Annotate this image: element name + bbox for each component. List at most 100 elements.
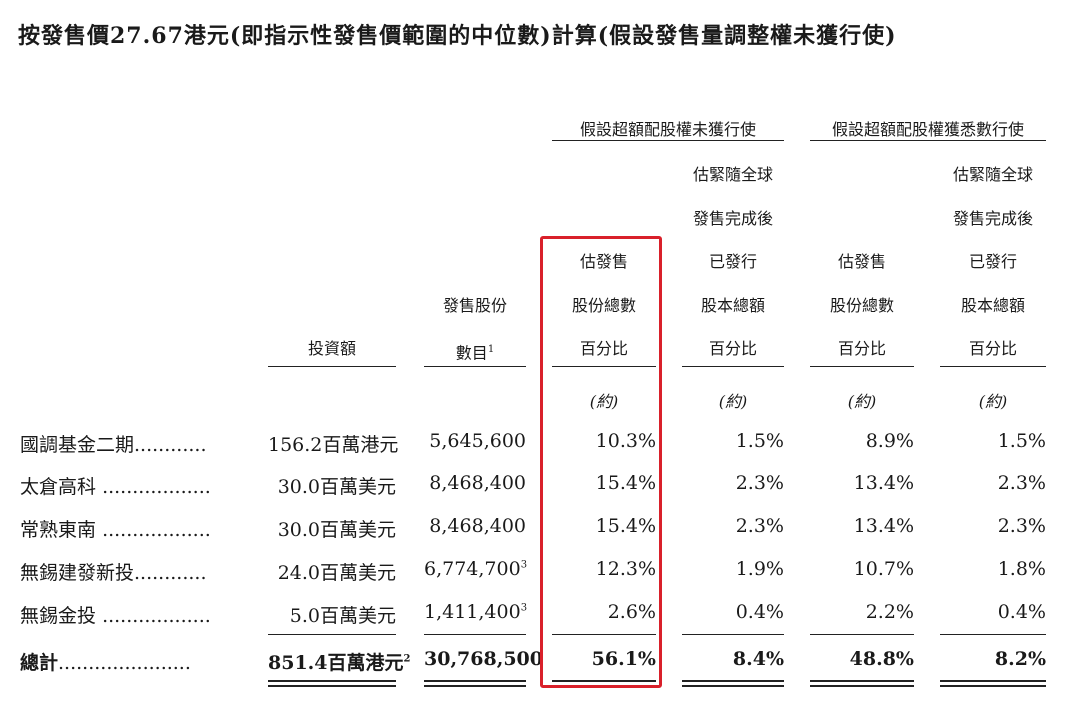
shares-cell: 5,645,600 [424,430,526,452]
col-header-shares-line: 數目1 [424,328,526,375]
shares-cell: 8,468,400 [424,515,526,537]
pct-offer-b-cell: 48.8% [849,648,914,670]
investment-cell: 851.4百萬港元2 [268,648,410,675]
col-header-pct-offer-b: 估發售 股份總數 百分比 [810,240,914,371]
pct-offer-a-cell: 15.4% [595,472,656,494]
total-double-rule [940,685,1046,687]
investment-value: 30.0百萬美元 [277,519,396,541]
leader-dots: ...................... [58,652,191,674]
subtotal-rule [940,634,1046,635]
col-header-line: 百分比 [579,339,628,358]
investor-name: 無錫金投 .................. [20,601,211,628]
pct-offer-a-cell: 10.3% [595,430,656,452]
total-double-rule [682,685,784,687]
group-rule-not-exercised [552,140,784,141]
total-double-rule [424,680,526,682]
approx-label: (約) [978,392,1008,411]
col-header-pct-total-b: 估緊隨全球 發售完成後 已發行 股本總額 百分比 [940,153,1046,371]
investor-name-text: 常熟東南 [20,519,97,541]
total-double-rule [268,680,396,682]
pct-offer-b-cell: 13.4% [853,515,914,537]
investment-value: 24.0百萬美元 [277,562,396,584]
pct-offer-a-cell: 56.1% [591,648,656,670]
investment-cell: 30.0百萬美元 [268,472,396,499]
col-header-line: 估緊隨全球 [952,165,1033,184]
header-rule [268,366,396,367]
col-header-line: 股本總額 [700,295,765,315]
investment-value: 30.0百萬美元 [277,476,396,498]
shares-cell: 1,411,4003 [424,601,528,623]
group-header-exercised: 假設超額配股權獲悉數行使 [831,120,1024,139]
total-double-rule [810,685,914,687]
pct-offer-a-cell: 2.6% [607,601,656,623]
col-header-line: 百分比 [708,339,757,358]
investment-value: 156.2百萬港元 [268,434,399,456]
pct-total-a-cell: 2.3% [735,472,784,494]
col-header-investment: 投資額 [268,327,396,371]
footnote-marker: 3 [520,602,528,614]
investment-value: 851.4百萬港元 [268,652,404,674]
approx-label: (約) [847,392,877,411]
subtotal-rule [424,634,526,635]
page-title: 按發售價27.67港元(即指示性發售價範圍的中位數)計算(假設發售量調整權未獲行… [18,23,897,49]
col-header-line: 估發售 [579,252,628,271]
pct-total-a-cell: 8.4% [732,648,784,670]
pct-offer-b-cell: 13.4% [853,472,914,494]
subtotal-rule [682,634,784,635]
pct-total-b-cell: 0.4% [997,601,1046,623]
investor-name-text: 無錫金投 [20,605,97,627]
shares-value: 8,468,400 [429,515,526,537]
footnote-marker: 1 [487,343,495,355]
pct-total-b-cell: 1.8% [997,558,1046,580]
total-row: 總計...................... 851.4百萬港元2 30,7… [0,648,1080,690]
total-double-rule [940,680,1046,682]
header-rule [552,366,656,367]
group-rule-exercised [810,140,1046,141]
col-header-pct-total-a: 估緊隨全球 發售完成後 已發行 股本總額 百分比 [682,153,784,371]
col-header-shares-text: 數目 [455,342,488,362]
pct-offer-b-cell: 10.7% [853,558,914,580]
col-header-shares-line: 發售股份 [442,296,507,315]
shares-value: 30,768,500 [424,648,543,670]
shares-value: 5,645,600 [429,430,526,452]
total-label-text: 總計 [20,652,59,674]
subtotal-rule [268,634,396,635]
table-row: 太倉高科 .................. 30.0百萬美元 8,468,4… [0,472,1080,514]
total-double-rule [810,680,914,682]
pct-offer-a-cell: 12.3% [595,558,656,580]
investment-cell: 156.2百萬港元 [268,430,399,457]
table-row: 常熟東南 .................. 30.0百萬美元 8,468,4… [0,515,1080,557]
investor-name: 國調基金二期............ [20,430,207,457]
subtotal-rule [552,634,656,635]
pct-total-a-cell: 2.3% [735,515,784,537]
col-header-line: 已發行 [708,252,757,271]
pct-offer-a-cell: 15.4% [595,515,656,537]
subtotal-rule [810,634,914,635]
approx-label: (約) [718,392,748,411]
shares-cell: 8,468,400 [424,472,526,494]
col-header-investment-line: 投資額 [307,339,356,358]
pct-total-a-cell: 1.9% [735,558,784,580]
header-rule [810,366,914,367]
group-header-not-exercised: 假設超額配股權未獲行使 [579,120,756,139]
pct-total-a-cell: 1.5% [735,430,784,452]
pct-total-b-cell: 2.3% [997,472,1046,494]
column-highlight-box [540,236,662,688]
shares-cell: 6,774,7003 [424,558,527,580]
leader-dots: .................. [102,519,211,541]
col-header-line: 百分比 [968,339,1017,358]
total-label: 總計...................... [20,648,191,675]
investor-name: 太倉高科 .................. [20,472,211,499]
pct-offer-b-cell: 8.9% [865,430,914,452]
col-header-line: 發售完成後 [692,208,773,228]
col-header-line: 股份總數 [571,295,636,315]
header-rule [940,366,1046,367]
col-header-line: 發售完成後 [952,208,1033,228]
col-header-line: 估緊隨全球 [692,165,773,184]
leader-dots: .................. [102,605,211,627]
investment-cell: 30.0百萬美元 [268,515,396,542]
total-double-rule [424,685,526,687]
investor-name-text: 無錫建發新投 [20,562,135,584]
total-double-rule [682,680,784,682]
table-row: 國調基金二期............ 156.2百萬港元 5,645,600 1… [0,430,1080,472]
